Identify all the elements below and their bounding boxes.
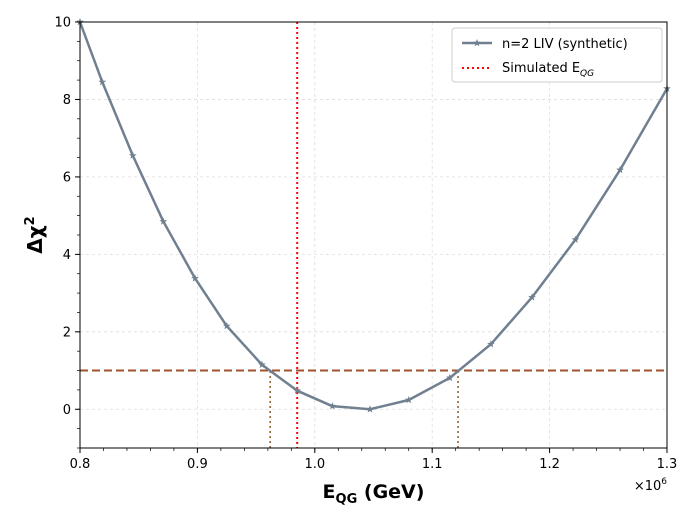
data-point xyxy=(159,217,168,225)
x-axis-label: EQG (GeV) xyxy=(323,481,425,507)
x-tick-label: 1.3 xyxy=(657,457,678,472)
legend-marker-series xyxy=(473,39,481,47)
legend-entry-simulated: Simulated EQG xyxy=(502,61,594,79)
data-point xyxy=(404,395,413,404)
data-point xyxy=(487,340,495,348)
data-point xyxy=(191,274,199,282)
data-point xyxy=(616,165,624,174)
reference-lines xyxy=(80,22,667,448)
data-point xyxy=(571,235,580,243)
data-point xyxy=(293,386,301,394)
data-point xyxy=(258,360,266,368)
data-point xyxy=(328,402,337,410)
y-tick-label: 4 xyxy=(63,248,71,263)
data-point xyxy=(222,322,231,330)
x-tick-label: 1.2 xyxy=(539,457,560,472)
y-axis-label: Δχ2 xyxy=(23,216,47,253)
data-point xyxy=(98,78,107,86)
x-axis-offset-label: ×106 xyxy=(634,477,667,494)
data-point xyxy=(366,405,374,413)
data-point xyxy=(129,151,137,159)
x-tick-label: 0.8 xyxy=(70,457,91,472)
y-tick-label: 8 xyxy=(63,93,71,108)
y-tick-label: 6 xyxy=(63,170,71,185)
x-tick-label: 0.9 xyxy=(187,457,208,472)
data-point xyxy=(528,293,536,301)
legend: n=2 LIV (synthetic) Simulated EQG xyxy=(451,27,663,83)
x-tick-label: 1.1 xyxy=(422,457,443,472)
y-tick-label: 0 xyxy=(63,403,71,418)
x-tick-label: 1.0 xyxy=(304,457,325,472)
ticks: 0.8 0.9 1.0 1.1 1.2 1.3 0 2 4 6 8 10 xyxy=(54,16,677,473)
legend-entry-series: n=2 LIV (synthetic) xyxy=(502,37,628,52)
data-point xyxy=(446,373,454,382)
y-tick-label: 2 xyxy=(63,325,71,340)
legend-box xyxy=(451,27,663,83)
y-tick-label: 10 xyxy=(54,16,71,31)
